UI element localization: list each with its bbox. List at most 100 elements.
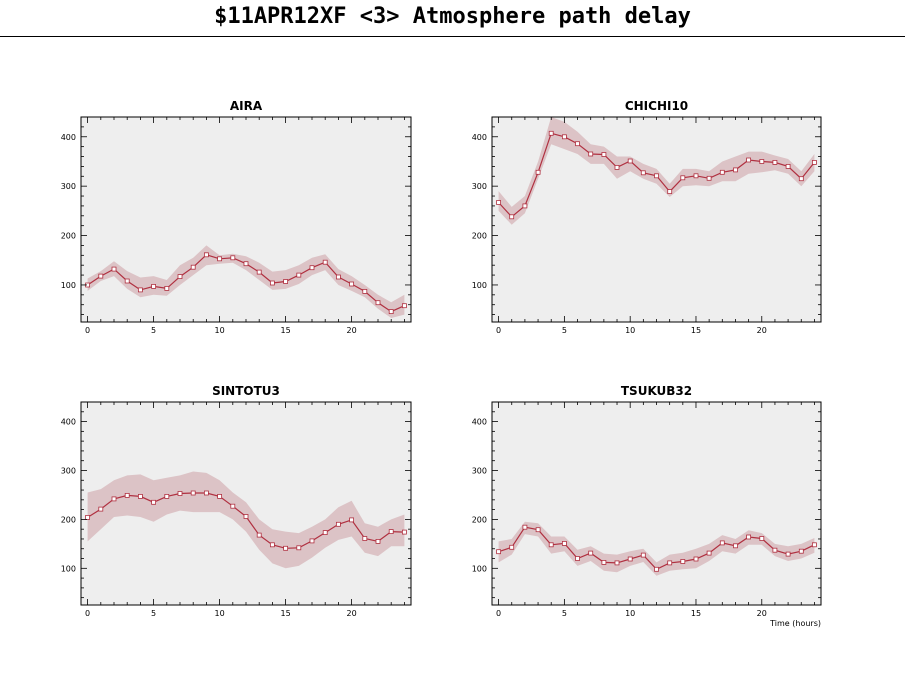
data-point (98, 506, 104, 512)
chart-panel-0: AIRA 0 5 10 15 20 100 200 300 400 (61, 99, 412, 335)
y-tick-label: 200 (61, 232, 76, 241)
x-tick-label: 0 (496, 326, 501, 335)
data-point (785, 163, 791, 169)
data-point (217, 256, 223, 262)
uncertainty-band (498, 521, 815, 576)
data-point (812, 542, 817, 548)
data-point (575, 556, 580, 561)
data-point (548, 130, 554, 136)
x-tick-label: 5 (562, 609, 567, 618)
data-point (269, 280, 275, 286)
data-point (522, 524, 528, 530)
data-point (151, 283, 157, 289)
x-tick-label: 5 (151, 326, 156, 335)
data-point (230, 503, 236, 509)
y-tick-label: 300 (472, 466, 487, 475)
data-point (706, 175, 712, 181)
data-point (349, 281, 355, 287)
data-point (601, 560, 607, 565)
data-point (322, 530, 328, 535)
y-tick-label: 100 (61, 281, 76, 290)
data-point (296, 272, 302, 278)
data-point (296, 545, 302, 551)
data-point (111, 496, 117, 502)
data-point (798, 548, 804, 554)
x-tick-label: 15 (281, 609, 291, 618)
data-point (667, 560, 673, 566)
data-point (562, 541, 567, 546)
data-point (575, 141, 580, 147)
chart-panel-3: TSUKUB32 0 5 10 15 20 100 200 300 400 Time (hours) (472, 384, 822, 628)
x-tick-label: 20 (347, 609, 357, 618)
x-tick-label: 0 (85, 609, 90, 618)
data-point (401, 303, 407, 309)
data-point (812, 159, 817, 165)
data-point (680, 559, 686, 564)
x-tick-label: 10 (625, 609, 635, 618)
y-tick-label: 400 (61, 133, 76, 142)
x-tick-label: 15 (691, 326, 701, 335)
data-point (124, 492, 130, 498)
data-point (137, 287, 143, 293)
y-tick-label: 300 (61, 466, 76, 475)
data-point (588, 151, 594, 157)
y-tick-label: 300 (61, 182, 76, 191)
y-tick-label: 100 (472, 281, 487, 290)
y-tick-label: 300 (472, 182, 487, 191)
data-point (627, 556, 633, 562)
y-tick-label: 100 (472, 564, 487, 573)
x-tick-label: 10 (215, 326, 225, 335)
data-point (785, 551, 791, 557)
data-point (243, 261, 249, 267)
data-point (693, 173, 699, 179)
data-point (256, 532, 262, 538)
data-point (283, 279, 289, 284)
y-tick-label: 200 (472, 515, 487, 524)
data-point (203, 252, 209, 258)
data-point (654, 173, 659, 179)
title-divider (0, 36, 905, 37)
data-point (509, 214, 515, 220)
x-tick-label: 5 (562, 326, 567, 335)
y-tick-label: 400 (61, 418, 76, 427)
chart-title: CHICHI10 (625, 99, 688, 113)
data-point (601, 152, 607, 157)
x-tick-label: 15 (281, 326, 291, 335)
data-point (627, 158, 633, 164)
y-tick-label: 200 (472, 232, 487, 241)
data-point (177, 491, 183, 496)
x-tick-label: 5 (151, 609, 156, 618)
data-point (640, 170, 646, 176)
data-point (151, 499, 157, 505)
data-point (362, 288, 368, 294)
data-point (124, 278, 130, 284)
data-point (243, 514, 249, 519)
plot-area (492, 117, 821, 322)
data-point (759, 159, 765, 164)
data-point (772, 547, 778, 553)
x-tick-label: 10 (215, 609, 225, 618)
data-point (190, 264, 196, 270)
data-point (759, 536, 765, 541)
data-point (772, 159, 778, 165)
page-title: $11APR12XF <3> Atmosphere path delay (214, 4, 691, 29)
data-point (496, 200, 502, 205)
x-tick-label: 0 (496, 609, 501, 618)
x-tick-label: 20 (347, 326, 357, 335)
data-point (230, 255, 236, 261)
data-point (283, 545, 289, 551)
data-point (388, 309, 394, 315)
data-point (535, 527, 541, 533)
x-tick-label: 20 (757, 326, 767, 335)
data-point (798, 176, 804, 182)
data-point (548, 542, 554, 548)
data-point (388, 529, 394, 534)
data-point (190, 490, 196, 496)
data-point (588, 550, 594, 556)
data-point (269, 542, 275, 548)
data-point (654, 566, 659, 572)
data-point (137, 493, 143, 499)
data-point (203, 490, 209, 496)
data-point (614, 560, 620, 566)
